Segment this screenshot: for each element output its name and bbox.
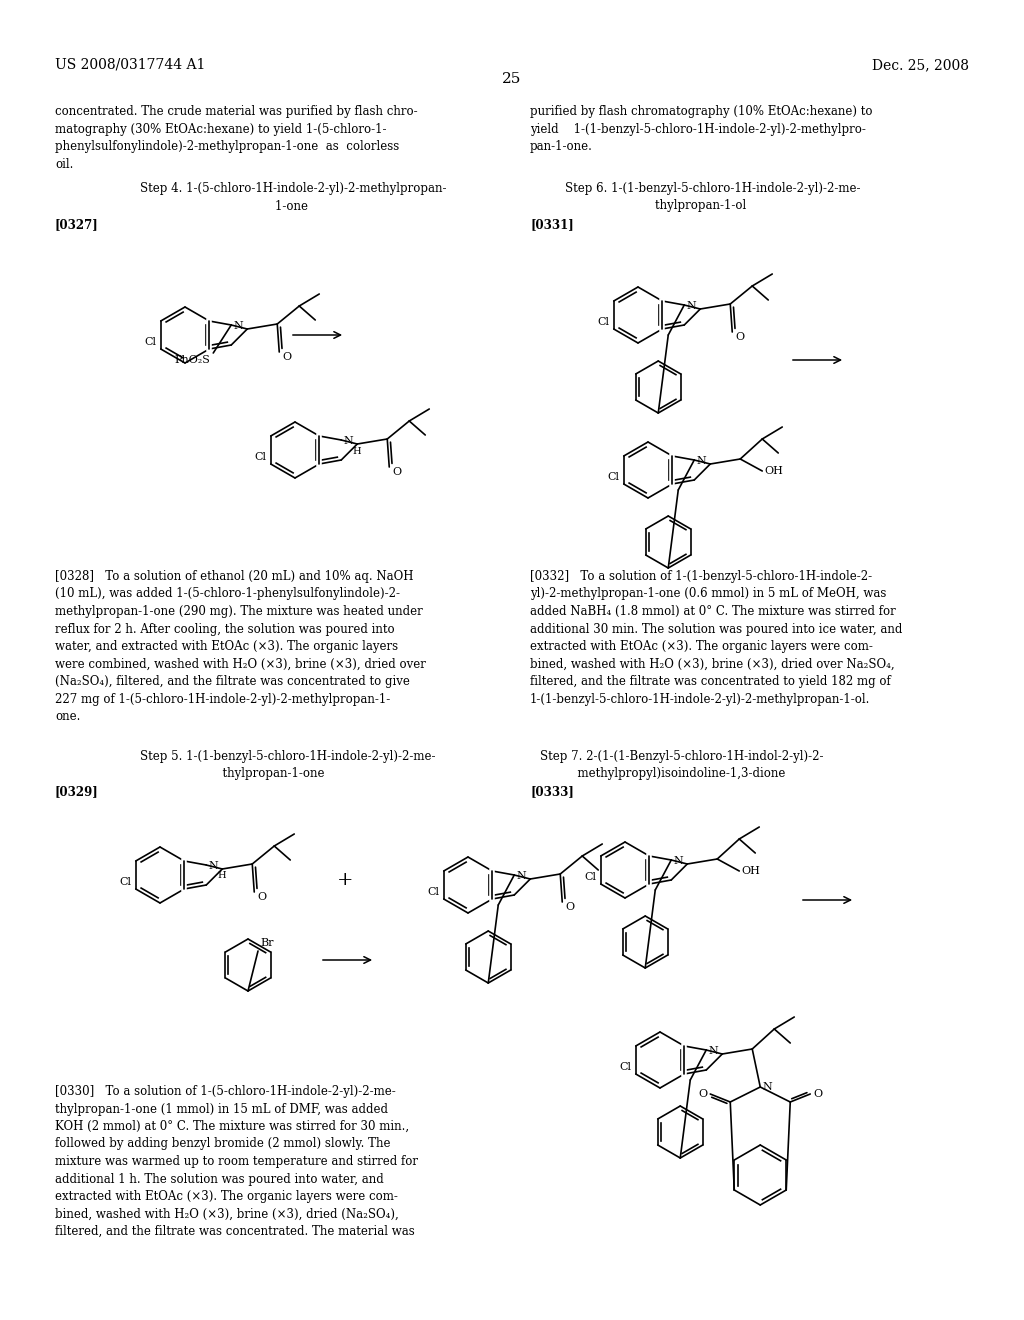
Text: +: + [337,871,353,888]
Text: O: O [392,467,401,477]
Text: Step 4. 1-(5-chloro-1H-indole-2-yl)-2-methylpropan-
                            : Step 4. 1-(5-chloro-1H-indole-2-yl)-2-me… [140,182,446,213]
Text: Cl: Cl [585,873,597,882]
Text: [0331]: [0331] [530,218,573,231]
Text: purified by flash chromatography (10% EtOAc:hexane) to
yield    1-(1-benzyl-5-ch: purified by flash chromatography (10% Et… [530,106,872,153]
Text: O: O [565,902,574,912]
Text: Cl: Cl [428,887,439,898]
Text: [0328]   To a solution of ethanol (20 mL) and 10% aq. NaOH
(10 mL), was added 1-: [0328] To a solution of ethanol (20 mL) … [55,570,426,723]
Text: N: N [709,1045,718,1056]
Text: N: N [343,436,353,446]
Text: Step 7. 2-(1-(1-Benzyl-5-chloro-1H-indol-2-yl)-2-
          methylpropyl)isoindo: Step 7. 2-(1-(1-Benzyl-5-chloro-1H-indol… [540,750,823,780]
Text: PhO₂S: PhO₂S [174,355,210,366]
Text: Cl: Cl [255,451,266,462]
Text: N: N [516,871,526,880]
Text: N: N [696,455,706,466]
Text: O: O [735,333,744,342]
Text: [0333]: [0333] [530,785,573,799]
Text: Cl: Cl [120,876,132,887]
Text: concentrated. The crude material was purified by flash chro-
matography (30% EtO: concentrated. The crude material was pur… [55,106,418,170]
Text: Cl: Cl [620,1063,632,1072]
Text: [0329]: [0329] [55,785,98,799]
Text: N: N [686,301,696,312]
Text: O: O [257,892,266,902]
Text: Cl: Cl [608,473,620,482]
Text: Step 6. 1-(1-benzyl-5-chloro-1H-indole-2-yl)-2-me-
                        thylp: Step 6. 1-(1-benzyl-5-chloro-1H-indole-2… [565,182,860,213]
Text: H: H [217,871,226,880]
Text: Cl: Cl [598,317,609,327]
Text: OH: OH [764,466,783,477]
Text: [0327]: [0327] [55,218,98,231]
Text: Br: Br [260,939,273,948]
Text: US 2008/0317744 A1: US 2008/0317744 A1 [55,58,206,73]
Text: N: N [233,321,243,331]
Text: [0332]   To a solution of 1-(1-benzyl-5-chloro-1H-indole-2-
yl)-2-methylpropan-1: [0332] To a solution of 1-(1-benzyl-5-ch… [530,570,902,705]
Text: Step 5. 1-(1-benzyl-5-chloro-1H-indole-2-yl)-2-me-
                      thylpro: Step 5. 1-(1-benzyl-5-chloro-1H-indole-2… [140,750,435,780]
Text: O: O [813,1089,822,1100]
Text: H: H [352,446,360,455]
Text: [0330]   To a solution of 1-(5-chloro-1H-indole-2-yl)-2-me-
thylpropan-1-one (1 : [0330] To a solution of 1-(5-chloro-1H-i… [55,1085,418,1238]
Text: O: O [698,1089,708,1100]
Text: 25: 25 [503,73,521,86]
Text: O: O [283,352,292,362]
Text: OH: OH [741,866,760,876]
Text: N: N [762,1082,772,1092]
Text: N: N [673,855,683,866]
Text: Dec. 25, 2008: Dec. 25, 2008 [872,58,969,73]
Text: Cl: Cl [144,337,157,347]
Text: N: N [208,861,218,871]
